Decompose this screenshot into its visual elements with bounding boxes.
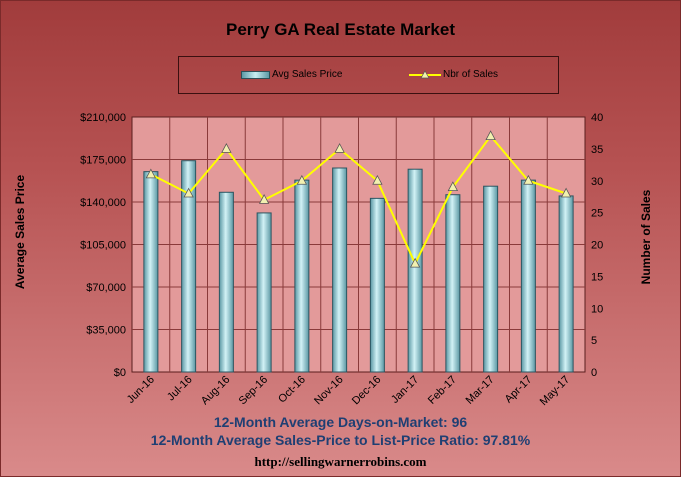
bar-avg-sales-price	[520, 179, 536, 373]
bar-avg-sales-price	[483, 185, 499, 373]
x-tick-label: May-17	[538, 374, 572, 408]
y2-axis-title: Number of Sales	[639, 189, 653, 284]
legend-label-price: Avg Sales Price	[272, 69, 343, 80]
y2-tick-label: 40	[591, 112, 603, 124]
y-tick-label: $105,000	[80, 240, 126, 252]
bar-avg-sales-price	[181, 160, 197, 373]
x-tick-label: Jan-17	[389, 374, 421, 406]
y2-tick-label: 25	[591, 208, 603, 220]
bar-avg-sales-price	[369, 197, 385, 373]
point-nbr-of-sales	[296, 174, 308, 185]
bar-avg-sales-price	[256, 212, 272, 373]
x-tick-label: Jul-16	[165, 374, 195, 404]
point-nbr-of-sales	[485, 130, 496, 141]
x-tick-label: Jun-16	[125, 374, 157, 406]
point-nbr-of-sales	[221, 143, 232, 153]
x-tick-label: Mar-17	[464, 374, 497, 407]
bar-avg-sales-price	[218, 191, 234, 373]
legend-line-swatch	[409, 69, 441, 80]
y-tick-label: $70,000	[86, 282, 126, 294]
y-tick-label: $175,000	[80, 155, 126, 167]
y2-tick-label: 30	[591, 176, 603, 188]
y-tick-label: $210,000	[80, 112, 126, 124]
point-nbr-of-sales	[183, 187, 194, 198]
y-tick-label: $35,000	[86, 325, 126, 337]
y2-tick-label: 0	[591, 367, 597, 379]
point-nbr-of-sales	[258, 194, 270, 204]
bar-avg-sales-price	[143, 171, 159, 373]
legend-label-sales: Nbr of Sales	[443, 69, 499, 80]
y-tick-label: $140,000	[80, 197, 126, 209]
point-nbr-of-sales	[409, 257, 421, 268]
point-nbr-of-sales	[334, 143, 345, 153]
y2-tick-label: 20	[591, 240, 603, 252]
x-tick-label: Feb-17	[426, 374, 459, 407]
y2-tick-label: 15	[591, 271, 603, 283]
x-tick-label: Nov-16	[312, 374, 346, 408]
legend-item-sales: Nbr of Sales	[409, 69, 498, 80]
y2-tick-label: 35	[591, 144, 603, 156]
legend: Avg Sales Price Nbr of Sales	[178, 56, 559, 94]
plot-area: $0 $35,000 $70,000 $105,000 $140,000 $175,000…	[80, 112, 603, 408]
x-tick-label: Dec-16	[350, 374, 384, 408]
bar-avg-sales-price	[332, 167, 348, 373]
bar-avg-sales-price	[294, 179, 310, 373]
y-tick-label: $0	[114, 367, 126, 379]
legend-bar-swatch	[241, 70, 270, 79]
point-nbr-of-sales	[523, 174, 534, 185]
line-nbr-of-sales	[150, 134, 567, 266]
x-tick-label: Sep-16	[237, 374, 271, 408]
legend-item-price: Avg Sales Price	[241, 69, 342, 80]
point-nbr-of-sales	[447, 181, 459, 192]
x-tick-label: Oct-16	[276, 374, 308, 406]
chart-title: Perry GA Real Estate Market	[226, 20, 455, 39]
point-nbr-of-sales	[560, 187, 572, 198]
bar-avg-sales-price	[407, 168, 423, 373]
y-axis-title: Average Sales Price	[13, 175, 27, 290]
bar-avg-sales-price	[445, 194, 461, 373]
footer-url: http://sellingwarnerrobins.com	[254, 454, 427, 469]
y2-tick-label: 5	[591, 335, 597, 347]
x-tick-label: Aug-16	[199, 374, 233, 408]
bar-avg-sales-price	[558, 195, 574, 373]
footer-price-ratio: 12-Month Average Sales-Price to List-Pri…	[150, 432, 531, 448]
point-nbr-of-sales	[145, 168, 157, 179]
footer-days-on-market: 12-Month Average Days-on-Market: 96	[213, 414, 468, 430]
x-tick-label: Apr-17	[503, 374, 535, 406]
y2-tick-label: 10	[591, 303, 603, 315]
point-nbr-of-sales	[372, 174, 383, 185]
